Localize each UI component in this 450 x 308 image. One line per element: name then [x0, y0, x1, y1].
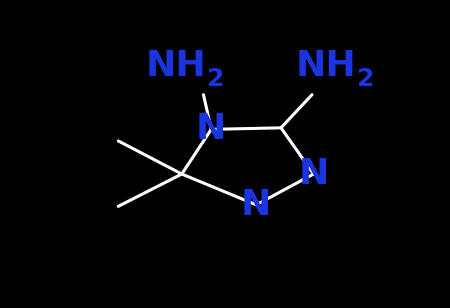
Text: N: N [241, 188, 271, 222]
Text: N: N [196, 112, 226, 146]
Text: NH: NH [296, 49, 356, 83]
Text: NH: NH [146, 49, 207, 83]
Text: 2: 2 [357, 67, 374, 91]
Text: 2: 2 [207, 67, 225, 91]
Text: N: N [298, 157, 329, 191]
